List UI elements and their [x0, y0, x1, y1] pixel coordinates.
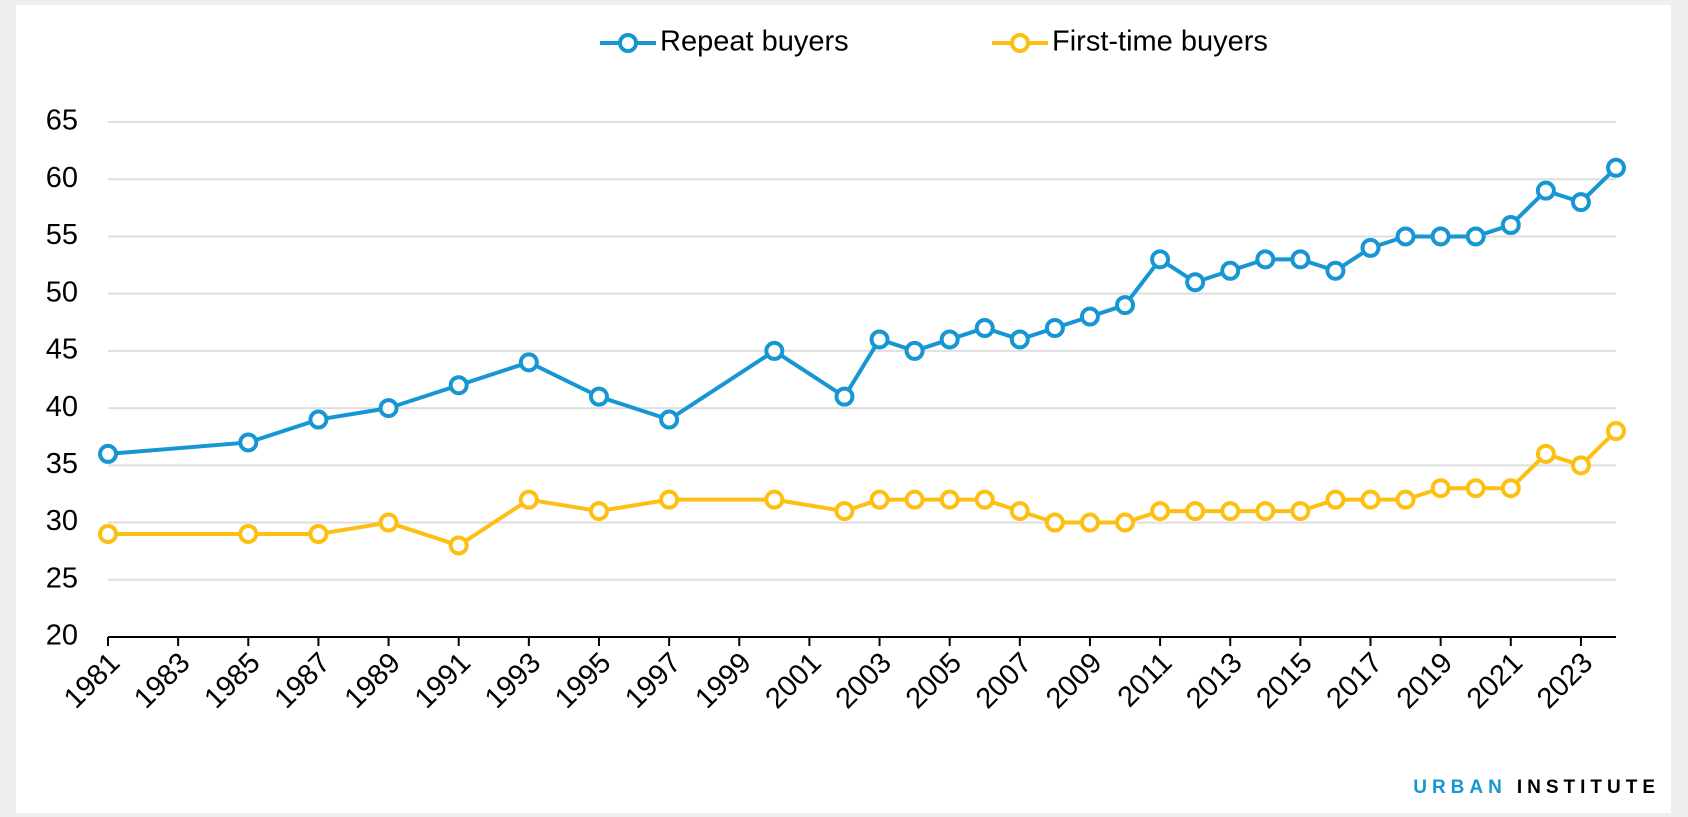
legend-label: First-time buyers [1052, 26, 1268, 58]
data-point [764, 489, 785, 510]
data-point [869, 489, 890, 510]
data-point [834, 501, 855, 522]
data-point [1395, 489, 1416, 510]
data-point [1430, 226, 1451, 247]
y-tick-label: 20 [46, 620, 78, 652]
legend-marker [618, 33, 638, 53]
data-point [238, 524, 259, 544]
data-point [1290, 249, 1311, 270]
data-point [1044, 318, 1065, 338]
data-point [1220, 260, 1241, 281]
brand: URBAN INSTITUTE [1413, 777, 1660, 798]
data-point [1430, 478, 1451, 499]
data-point [1185, 501, 1206, 522]
data-point [1079, 306, 1100, 327]
data-point [588, 501, 609, 522]
data-point [1500, 215, 1521, 235]
y-tick-label: 55 [46, 219, 78, 251]
data-point [448, 535, 469, 556]
data-point [659, 409, 680, 430]
brand-second: INSTITUTE [1517, 777, 1660, 798]
brand-first: URBAN [1413, 777, 1507, 798]
data-point [1325, 489, 1346, 510]
data-point [1185, 272, 1206, 293]
data-point [588, 386, 609, 407]
data-point [1079, 512, 1100, 533]
y-tick-label: 65 [46, 105, 78, 137]
data-point [1115, 295, 1136, 316]
data-point [1606, 421, 1626, 441]
y-tick-label: 40 [46, 391, 78, 423]
y-tick-label: 60 [46, 162, 78, 194]
data-point [904, 340, 925, 361]
data-point [1500, 478, 1521, 499]
data-point [98, 443, 118, 464]
legend-marker [1010, 33, 1030, 53]
data-point [378, 398, 399, 419]
data-point [308, 524, 329, 544]
y-tick-label: 30 [46, 505, 78, 537]
data-point [1360, 489, 1381, 510]
data-point [1255, 501, 1276, 522]
data-point [308, 409, 329, 430]
data-point [1360, 237, 1381, 258]
data-point [1009, 501, 1030, 522]
data-point [974, 489, 995, 510]
data-point [1150, 501, 1171, 522]
data-point [1570, 192, 1591, 213]
data-point [1044, 512, 1065, 533]
data-point [1290, 501, 1311, 522]
data-point [1570, 455, 1591, 476]
data-point [98, 524, 118, 544]
y-tick-label: 25 [46, 562, 78, 594]
data-point [518, 489, 539, 510]
data-point [448, 375, 469, 396]
data-point [869, 329, 890, 350]
data-point [1325, 260, 1346, 281]
data-point [1465, 226, 1486, 247]
data-point [378, 512, 399, 533]
data-point [834, 386, 855, 407]
data-point [1535, 443, 1556, 464]
y-tick-label: 45 [46, 334, 78, 366]
data-point [1465, 478, 1486, 499]
data-point [1150, 249, 1171, 270]
data-point [1009, 329, 1030, 350]
data-point [238, 432, 259, 453]
data-point [1606, 157, 1626, 178]
data-point [974, 318, 995, 338]
data-point [764, 340, 785, 361]
y-tick-label: 35 [46, 448, 78, 480]
data-point [939, 329, 960, 350]
data-point [1395, 226, 1416, 247]
data-point [1220, 501, 1241, 522]
legend-label: Repeat buyers [660, 26, 849, 58]
data-point [518, 352, 539, 373]
y-tick-label: 50 [46, 276, 78, 308]
data-point [1535, 180, 1556, 201]
data-point [1115, 512, 1136, 533]
data-point [659, 489, 680, 510]
data-point [904, 489, 925, 510]
data-point [939, 489, 960, 510]
data-point [1255, 249, 1276, 270]
